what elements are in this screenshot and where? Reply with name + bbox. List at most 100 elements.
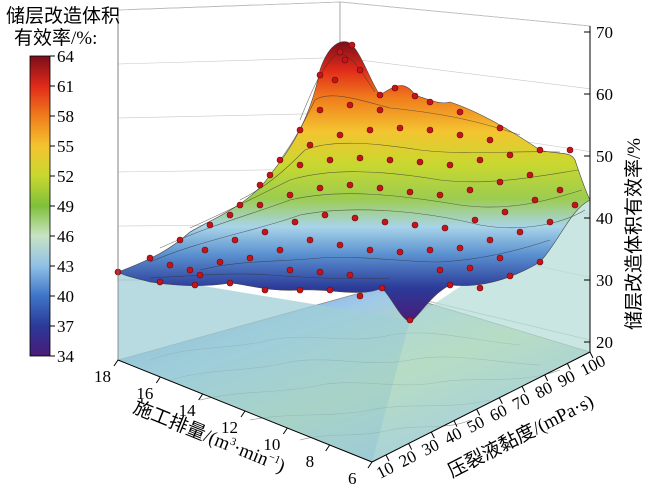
sample-point (348, 41, 356, 49)
y-tick-label: 90 (555, 366, 579, 391)
legend-title-line1: 储层改造体积 (6, 5, 120, 27)
sample-point (296, 126, 304, 134)
colorbar-tick-label: 46 (57, 227, 74, 246)
sample-point (346, 101, 354, 109)
sample-point (316, 71, 324, 79)
z-tick-label: 40 (596, 209, 613, 228)
y-tick-mark (408, 443, 413, 450)
sample-point (321, 211, 329, 219)
sample-point (411, 92, 419, 100)
x-tick-label: 14 (179, 401, 197, 420)
sample-point (396, 248, 404, 256)
surface-contour-line (279, 95, 521, 161)
surface-side-front-right (372, 200, 590, 462)
sample-point (351, 214, 359, 222)
sample-point (226, 211, 234, 219)
sample-point (306, 236, 314, 244)
sample-point (391, 84, 399, 92)
sample-point (326, 286, 334, 294)
sample-point (346, 271, 354, 279)
z-tick-label: 50 (596, 147, 613, 166)
z-tick-label: 60 (596, 85, 613, 104)
surface-contour-line (189, 169, 579, 229)
sample-point (356, 292, 364, 300)
sample-point (476, 156, 484, 164)
x-tick-mark (325, 444, 331, 452)
sample-point (471, 216, 479, 224)
x-tick-mark (155, 376, 161, 384)
y-tick-mark (566, 363, 571, 370)
sample-point (286, 191, 294, 199)
sample-point (556, 186, 564, 194)
sample-point (546, 218, 554, 226)
wall-gridline (117, 57, 341, 65)
sample-point (466, 264, 474, 272)
sample-point (356, 66, 364, 74)
x-tick-mark (198, 393, 204, 401)
sample-point (381, 218, 389, 226)
y-tick-mark (430, 431, 435, 439)
sample-point (336, 48, 344, 56)
surface-contour-line (299, 53, 376, 121)
sample-point (506, 272, 514, 280)
wall-gridline (117, 1, 341, 11)
colorbar-tick-label: 40 (57, 287, 74, 306)
y-axis-line (371, 351, 591, 463)
sample-point (256, 181, 264, 189)
sample-point (426, 98, 434, 106)
y-tick-mark (544, 374, 549, 382)
legend-title-line2: 有效率/%: (14, 27, 97, 49)
sample-point (191, 281, 199, 289)
x-axis-ticks: 6 8 10 12 14 16 18 (94, 359, 373, 488)
z-tick-label: 20 (596, 333, 613, 352)
x-tick-mark (240, 410, 246, 418)
sample-point (146, 254, 154, 262)
y-tick-label: 10 (373, 458, 397, 483)
y-tick-mark (521, 386, 526, 393)
y-tick-label: 30 (419, 435, 443, 460)
colorbar-tick-label: 49 (57, 197, 74, 216)
y-tick-label: 70 (509, 389, 533, 414)
z-axis-title: 储层改造体积有效率/% (623, 138, 645, 330)
sample-point (201, 246, 209, 254)
sample-point (346, 181, 354, 189)
x-tick-label: 8 (306, 452, 315, 471)
sample-point (516, 228, 524, 236)
sample-point (286, 266, 294, 274)
sample-point (216, 258, 224, 266)
sample-point (341, 56, 349, 64)
sample-point (571, 201, 579, 209)
sample-point (406, 188, 414, 196)
sample-point (326, 156, 334, 164)
sample-point (476, 284, 484, 292)
sample-point (456, 108, 464, 116)
y-tick-mark (385, 454, 390, 462)
sample-points (114, 41, 579, 324)
sample-point (296, 286, 304, 294)
y-tick-mark (589, 351, 594, 359)
colorbar (29, 55, 51, 357)
sample-point (496, 254, 504, 262)
sample-point (276, 246, 284, 254)
sample-point (446, 161, 454, 169)
sample-point (436, 191, 444, 199)
sample-point (291, 218, 299, 226)
sample-point (306, 141, 314, 149)
sample-point (231, 236, 239, 244)
y-tick-mark (453, 420, 458, 427)
sample-point (166, 261, 174, 269)
sample-point (336, 241, 344, 249)
sample-point (566, 146, 574, 154)
z-tick-label: 30 (596, 271, 613, 290)
sample-point (441, 224, 449, 232)
sample-point (316, 106, 324, 114)
sample-point (536, 146, 544, 154)
surface-contour-line (159, 189, 583, 249)
x-tick-label: 10 (263, 435, 280, 454)
sample-point (226, 279, 234, 287)
surface-contour-line (149, 273, 391, 280)
sample-point (296, 161, 304, 169)
colorbar-tick-label: 64 (57, 47, 75, 66)
sample-point (266, 171, 274, 179)
